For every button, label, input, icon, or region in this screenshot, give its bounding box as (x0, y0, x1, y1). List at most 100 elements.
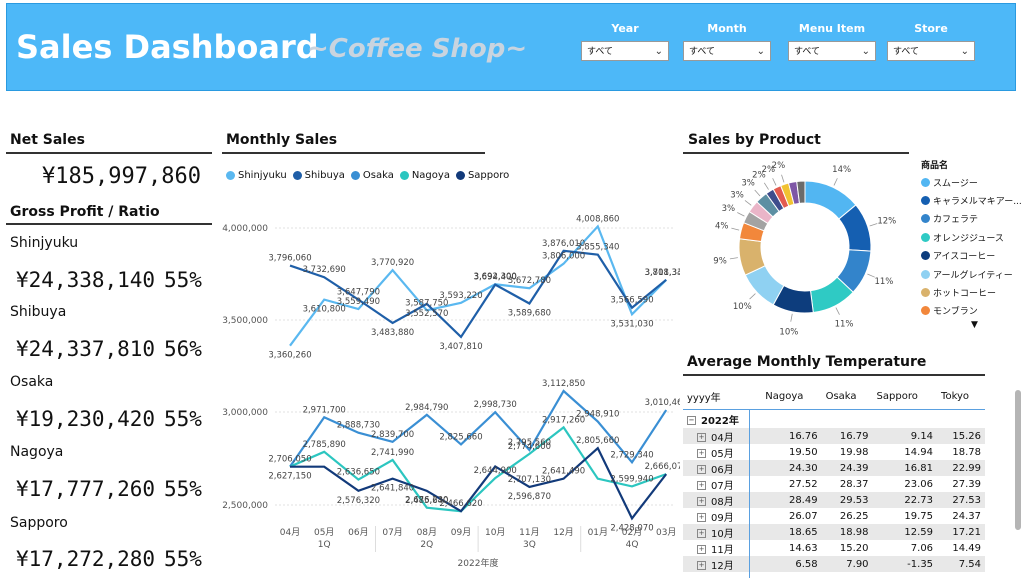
pie-leader-line (790, 313, 793, 322)
legend-dot (921, 196, 930, 206)
quarter-label: 4Q (626, 540, 639, 550)
store-profit-sapporo: ¥17,272,280 (16, 547, 156, 571)
table-row[interactable]: +12月 6.58 7.90 -1.35 7.54 (683, 556, 985, 572)
month-dropdown[interactable]: すべて ⌄ (683, 41, 771, 61)
legend-label: アイスコーヒー (933, 252, 996, 263)
store-profit-osaka: ¥19,230,420 (16, 407, 156, 431)
table-cell: 9.14 (872, 428, 938, 444)
chevron-down-icon: ⌄ (861, 46, 870, 57)
pie-legend-item[interactable]: モンブラン (921, 302, 1022, 320)
menu-item-dropdown[interactable]: すべて ⌄ (788, 41, 876, 61)
pie-label: 4% (715, 222, 729, 232)
row-month: 05月 (711, 448, 734, 460)
column-header[interactable]: Sapporo (876, 390, 918, 402)
y-tick-label: 4,000,000 (222, 224, 268, 234)
table-cell: 17.21 (937, 524, 985, 540)
store-name-shibuya: Shibuya (10, 304, 67, 320)
expand-icon[interactable]: + (697, 545, 706, 554)
pie-legend-item[interactable]: キャラメルマキアー... (921, 191, 1022, 209)
table-row[interactable]: +08月 28.49 29.53 22.73 27.53 (683, 492, 985, 508)
expand-icon[interactable]: + (697, 465, 706, 474)
legend-item[interactable]: Osaka (350, 170, 394, 181)
filter-store-label: Store (914, 22, 948, 35)
table-cell: 19.98 (839, 446, 869, 458)
table-row[interactable]: +09月 26.07 26.25 19.75 24.37 (683, 508, 985, 524)
quarter-label: 2Q (420, 540, 433, 550)
column-header[interactable]: Tokyo (941, 390, 970, 402)
store-dropdown[interactable]: すべて ⌄ (887, 41, 975, 61)
data-label: 2,706,050 (268, 455, 311, 465)
column-header[interactable]: yyyy年 (687, 392, 721, 404)
expand-icon[interactable]: + (697, 513, 706, 522)
legend-item[interactable]: Shinjyuku (226, 170, 287, 181)
table-row[interactable]: +07月 27.52 28.37 23.06 27.39 (683, 476, 985, 492)
filter-menu-item: Menu Item すべて ⌄ (788, 22, 876, 61)
pie-legend-item[interactable]: カフェラテ (921, 210, 1022, 228)
table-row[interactable]: +06月 24.30 24.39 16.81 22.99 (683, 460, 985, 476)
legend-label: Nagoya (411, 170, 450, 181)
expand-icon[interactable]: + (697, 481, 706, 490)
expand-icon[interactable]: + (697, 529, 706, 538)
legend-item[interactable]: Shibuya (292, 170, 345, 181)
data-label: 3,770,920 (371, 258, 414, 268)
table-cell: 16.79 (821, 428, 873, 444)
table-row[interactable]: +11月 14.63 15.20 7.06 14.49 (683, 540, 985, 556)
store-ratio-shibuya: 56% (164, 337, 202, 361)
sales-by-product-title: Sales by Product (688, 132, 821, 148)
expand-icon[interactable]: + (697, 449, 706, 458)
table-cell: 27.52 (788, 478, 818, 490)
column-header[interactable]: Nagoya (765, 390, 804, 402)
y-tick-label: 3,500,000 (222, 316, 268, 326)
column-header[interactable]: Osaka (825, 390, 857, 402)
table-cell: 7.54 (937, 556, 985, 572)
table-group-row[interactable]: −2022年 (683, 410, 985, 429)
temperature-title: Average Monthly Temperature (687, 354, 927, 370)
table-cell: 6.58 (761, 556, 822, 572)
legend-item[interactable]: Sapporo (455, 170, 509, 181)
table-column-divider (749, 410, 750, 578)
year-dropdown[interactable]: すべて ⌄ (581, 41, 669, 61)
gross-profit-title: Gross Profit / Ratio (10, 204, 160, 220)
x-tick-label: 08月 (417, 527, 437, 538)
pie-legend-item[interactable]: アイスコーヒー (921, 247, 1022, 265)
legend-label: オレンジジュース (933, 233, 1004, 244)
row-month: 09月 (711, 512, 734, 524)
data-label: 2,805,660 (576, 436, 619, 446)
expand-icon[interactable]: + (697, 497, 706, 506)
data-label: 3,566,590 (610, 296, 653, 306)
table-cell: -1.35 (872, 556, 938, 572)
pie-legend-item[interactable]: スムージー (921, 173, 1022, 191)
legend-item[interactable]: Nagoya (399, 170, 450, 181)
data-label: 2,576,320 (337, 496, 380, 506)
table-cell: 12.59 (872, 524, 938, 540)
expand-icon[interactable]: + (697, 561, 706, 570)
data-label: 2,676,230 (405, 496, 448, 506)
data-label: 2,984,790 (405, 403, 448, 413)
legend-more-icon[interactable]: ▼ (971, 320, 978, 331)
menu-item-dropdown-value: すべて (794, 47, 821, 57)
pie-legend-item[interactable]: ホットコーヒー (921, 283, 1022, 301)
pie-legend-item[interactable]: アールグレイティー (921, 265, 1022, 283)
table-row[interactable]: +04月 16.76 16.79 9.14 15.26 (683, 428, 985, 444)
table-row[interactable]: +05月 19.50 19.98 14.94 18.78 (683, 444, 985, 460)
store-dropdown-value: すべて (893, 47, 920, 57)
series-line-sapporo (290, 446, 668, 521)
pie-label: 2% (752, 170, 766, 180)
collapse-icon[interactable]: − (687, 416, 696, 425)
pie-legend-item[interactable]: オレンジジュース (921, 228, 1022, 246)
data-label: 2,825,660 (439, 432, 482, 442)
legend-label: カフェラテ (933, 215, 979, 226)
table-row[interactable]: +10月 18.65 18.98 12.59 17.21 (683, 524, 985, 540)
store-profit-shibuya: ¥24,337,810 (16, 337, 156, 361)
table-cell: 15.26 (937, 428, 985, 444)
data-label: 3,610,800 (303, 305, 346, 315)
month-dropdown-value: すべて (689, 47, 716, 57)
row-month: 04月 (711, 432, 734, 444)
table-scrollbar[interactable] (1015, 390, 1021, 530)
x-tick-label: 10月 (485, 527, 505, 538)
x-tick-label: 12月 (553, 527, 573, 538)
pie-label: 11% (835, 320, 854, 330)
data-label: 3,531,030 (610, 319, 653, 329)
expand-icon[interactable]: + (697, 433, 706, 442)
pie-label: 10% (779, 327, 798, 337)
